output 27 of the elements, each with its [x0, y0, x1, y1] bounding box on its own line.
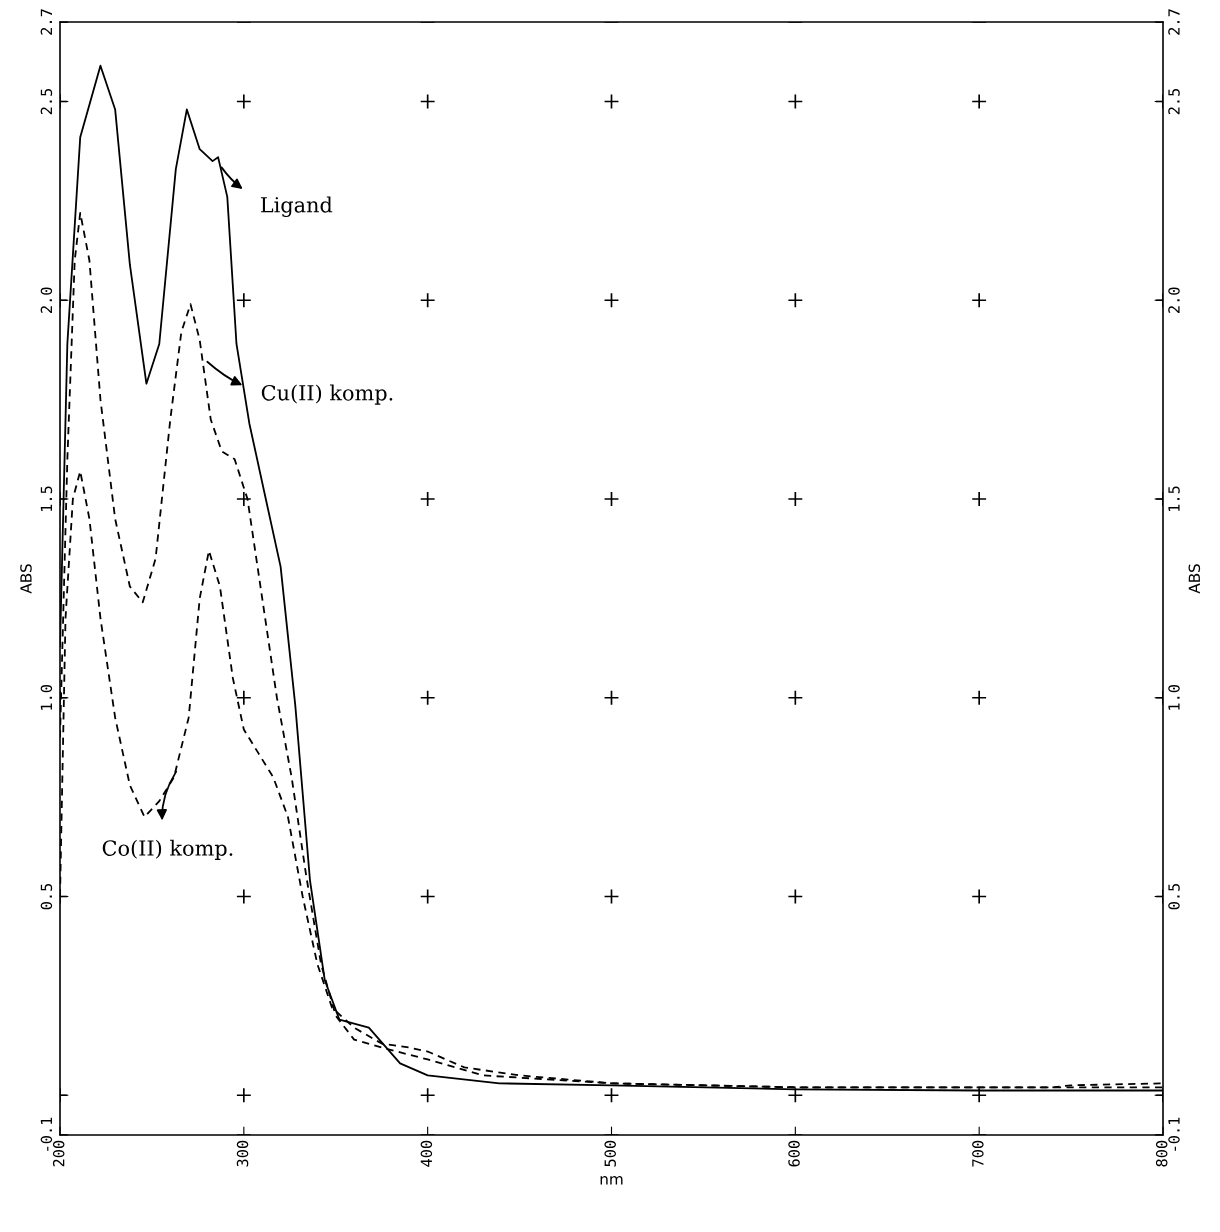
- x-tick-label: 600: [788, 1140, 800, 1167]
- x-tick-label: 400: [420, 1140, 433, 1167]
- y2-tick-label: -0.1: [1168, 1117, 1180, 1151]
- y-tick-label: 2.7: [40, 9, 52, 35]
- y-axis-title: ABS: [20, 564, 32, 594]
- y-tick-label: -0.1: [40, 1117, 53, 1151]
- y-tick-label: 1.0: [40, 684, 53, 710]
- y2-axis-title: ABS: [1188, 564, 1201, 594]
- y2-tick-label: 2.0: [1168, 287, 1180, 313]
- x-tick-label: 700: [972, 1140, 984, 1167]
- y2-tick-label: 2.5: [1168, 88, 1180, 115]
- y2-tick-label: 1.0: [1168, 684, 1180, 710]
- annotation: Co(II) komp.: [102, 839, 233, 860]
- y-tick-label: 1.5: [40, 486, 53, 511]
- x-tick-label: 800: [1155, 1140, 1168, 1167]
- y-tick-label: 2.0: [40, 287, 53, 313]
- y2-tick-label: 2.7: [1168, 9, 1180, 35]
- annotation: Ligand: [260, 196, 333, 217]
- y2-tick-label: 0.5: [1168, 883, 1180, 910]
- x-axis-title: nm: [600, 1176, 623, 1185]
- x-tick-label: 500: [604, 1140, 616, 1167]
- x-tick-label: 300: [236, 1140, 249, 1167]
- x-tick-label: 200: [52, 1140, 65, 1167]
- y-tick-label: 0.5: [40, 883, 53, 910]
- y2-tick-label: 1.5: [1168, 486, 1180, 511]
- annotation: Cu(II) komp.: [261, 384, 393, 405]
- y-tick-label: 2.5: [40, 88, 53, 115]
